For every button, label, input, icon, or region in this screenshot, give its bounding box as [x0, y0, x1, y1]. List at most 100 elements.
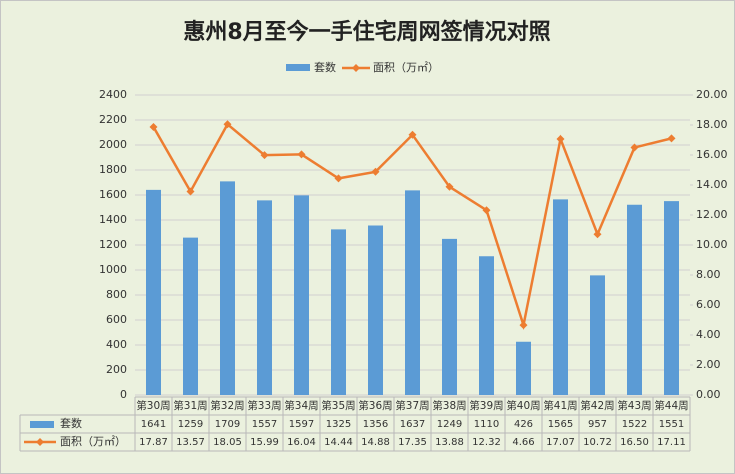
line-marker: [556, 134, 565, 143]
line-marker: [297, 150, 306, 159]
table-value: 426: [514, 419, 533, 430]
legend-label: 面积（万㎡）: [373, 61, 439, 74]
y2-tick-label: 16.00: [696, 148, 728, 161]
x-tick-label: 第34周: [284, 399, 318, 412]
x-tick-label: 第36周: [358, 399, 392, 412]
table-row-label: 套数: [60, 417, 82, 430]
x-tick-label: 第31周: [173, 399, 207, 412]
table-value: 1249: [437, 419, 462, 430]
line-marker: [408, 130, 417, 139]
y-tick-label: 1000: [99, 263, 127, 276]
line-marker: [260, 151, 269, 160]
bar: [183, 237, 198, 395]
y2-tick-label: 8.00: [696, 268, 721, 281]
x-tick-label: 第39周: [469, 399, 503, 412]
bar: [146, 189, 161, 395]
table-value: 17.87: [139, 437, 168, 448]
bar: [368, 225, 383, 395]
line-marker: [149, 122, 158, 131]
line-marker: [593, 230, 602, 239]
table-value: 17.07: [546, 437, 575, 448]
y2-tick-label: 10.00: [696, 238, 728, 251]
table-value: 1709: [215, 419, 240, 430]
table-value: 1597: [289, 419, 314, 430]
y2-tick-label: 4.00: [696, 328, 721, 341]
line-marker: [186, 187, 195, 196]
line-marker: [519, 321, 528, 330]
y-tick-label: 2000: [99, 138, 127, 151]
bar: [627, 204, 642, 395]
line-marker: [630, 143, 639, 152]
bar: [664, 201, 679, 395]
x-tick-label: 第44周: [654, 399, 688, 412]
table-value: 13.88: [435, 437, 464, 448]
x-tick-label: 第33周: [247, 399, 281, 412]
y-tick-label: 2400: [99, 88, 127, 101]
table-value: 1325: [326, 419, 351, 430]
y-tick-label: 1400: [99, 213, 127, 226]
table-value: 13.57: [176, 437, 205, 448]
table-value: 1356: [363, 419, 388, 430]
y2-tick-label: 14.00: [696, 178, 728, 191]
x-tick-label: 第35周: [321, 399, 355, 412]
y-tick-label: 600: [106, 313, 127, 326]
table-swatch: [30, 421, 54, 428]
bar: [331, 229, 346, 395]
line-marker: [667, 134, 676, 143]
table-marker: [36, 438, 44, 446]
table-value: 18.05: [213, 437, 242, 448]
table-value: 14.88: [361, 437, 390, 448]
table-value: 12.32: [472, 437, 501, 448]
chart-title: 惠州8月至今一手住宅周网签情况对照: [183, 19, 550, 45]
table-value: 16.04: [287, 437, 316, 448]
table-value: 1641: [141, 419, 166, 430]
x-tick-label: 第42周: [580, 399, 614, 412]
table-value: 10.72: [583, 437, 612, 448]
y2-tick-label: 6.00: [696, 298, 721, 311]
bar: [479, 256, 494, 395]
x-tick-label: 第38周: [432, 399, 466, 412]
y-tick-label: 1800: [99, 163, 127, 176]
line-marker: [445, 182, 454, 191]
table-value: 17.35: [398, 437, 427, 448]
bar: [553, 199, 568, 395]
table-value: 15.99: [250, 437, 279, 448]
y-tick-label: 1200: [99, 238, 127, 251]
y2-tick-label: 2.00: [696, 358, 721, 371]
table-value: 1637: [400, 419, 425, 430]
bar: [257, 200, 272, 395]
x-tick-label: 第43周: [617, 399, 651, 412]
y-tick-label: 0: [120, 388, 127, 401]
table-value: 16.50: [620, 437, 649, 448]
y2-tick-label: 12.00: [696, 208, 728, 221]
y-tick-label: 2200: [99, 113, 127, 126]
table-value: 1259: [178, 419, 203, 430]
y2-tick-label: 20.00: [696, 88, 728, 101]
bar: [220, 181, 235, 395]
line-marker: [223, 120, 232, 129]
line-marker: [371, 167, 380, 176]
x-tick-label: 第30周: [136, 399, 170, 412]
x-tick-label: 第32周: [210, 399, 244, 412]
y-tick-label: 800: [106, 288, 127, 301]
y-tick-label: 200: [106, 363, 127, 376]
legend-marker: [352, 64, 360, 72]
table-value: 1551: [659, 419, 684, 430]
x-tick-label: 第40周: [506, 399, 540, 412]
line-marker: [334, 174, 343, 183]
legend-label: 套数: [314, 61, 336, 74]
legend-swatch: [286, 64, 310, 71]
table-value: 1557: [252, 419, 277, 430]
table-row-label: 面积（万㎡）: [60, 435, 126, 448]
y-tick-label: 1600: [99, 188, 127, 201]
bar: [405, 190, 420, 395]
table-value: 1565: [548, 419, 573, 430]
y2-tick-label: 0.00: [696, 388, 721, 401]
table-value: 957: [588, 419, 607, 430]
line-marker: [482, 206, 491, 215]
table-value: 1522: [622, 419, 647, 430]
table-value: 17.11: [657, 437, 686, 448]
bar: [516, 341, 531, 395]
table-value: 1110: [474, 419, 499, 430]
